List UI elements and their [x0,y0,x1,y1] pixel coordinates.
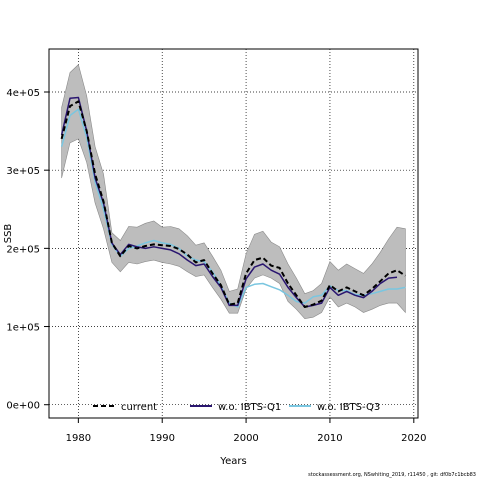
series-lines [60,96,406,308]
y-tick-label: 2e+05 [6,244,40,255]
y-tick-label: 4e+05 [6,88,40,99]
x-tick-label: 1980 [66,433,91,444]
legend-label: w.o. IBTS-Q1 [218,402,281,413]
x-tick-label: 2020 [401,433,426,444]
plot-frame [48,48,419,419]
footer-note: stockassessment.org, NSwhiting_2019, r11… [308,472,476,478]
y-axis-title: SSB [3,224,14,244]
legend: current w.o. IBTS-Q1 w.o. IBTS-Q3 [93,402,380,413]
series-line-w-o-ibts-q1 [60,96,398,308]
grid-lines [49,49,418,418]
x-tick-label: 2000 [233,433,258,444]
legend-label: w.o. IBTS-Q3 [317,402,380,413]
confidence-band-area [61,64,406,320]
x-axis-title: Years [219,456,246,467]
series-line-current [60,100,406,308]
x-tick-label: 2010 [317,433,342,444]
y-tick-label: 1e+05 [6,323,40,334]
x-tick-label: 1990 [149,433,174,444]
confidence-band [61,64,406,320]
axes: 1980 1990 2000 2010 2020 0e+00 1e+05 2e+05 3e+05… [6,88,426,444]
legend-label: current [121,402,157,413]
y-tick-label: 3e+05 [6,166,40,177]
y-tick-label: 0e+00 [6,401,40,412]
